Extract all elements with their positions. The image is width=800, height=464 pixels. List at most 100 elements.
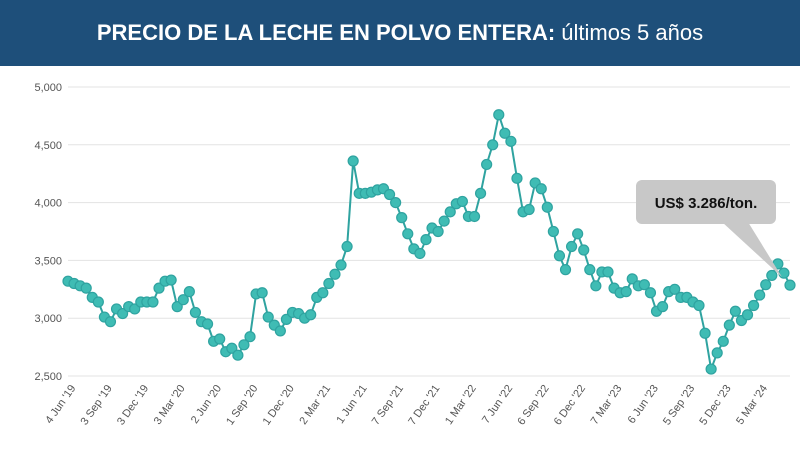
price-callout: US$ 3.286/ton. <box>636 180 782 278</box>
x-tick-label: 3 Dec '19 <box>115 383 151 428</box>
data-point <box>104 316 117 328</box>
data-point <box>329 268 341 280</box>
data-point <box>323 277 335 290</box>
data-point <box>256 287 268 299</box>
callout-box <box>636 180 776 224</box>
data-point <box>644 287 657 299</box>
data-point <box>741 309 754 321</box>
x-tick-label: 1 Jun '21 <box>334 383 369 426</box>
data-point <box>280 313 293 325</box>
data-point <box>474 187 487 199</box>
x-tick-label: 5 Dec '23 <box>697 383 733 428</box>
data-point <box>481 158 493 171</box>
data-point <box>669 283 681 295</box>
data-point <box>747 299 760 312</box>
data-point <box>729 305 741 317</box>
data-point <box>626 273 638 285</box>
data-point <box>493 109 505 121</box>
data-point <box>511 172 523 184</box>
data-point <box>778 267 790 279</box>
y-tick-label: 5,000 <box>34 82 62 94</box>
data-point <box>420 233 432 246</box>
data-point <box>638 279 650 291</box>
y-tick-label: 3,500 <box>34 255 62 267</box>
data-point <box>487 139 499 151</box>
data-point <box>541 201 553 213</box>
y-tick-label: 4,000 <box>34 198 62 210</box>
data-point <box>705 363 717 375</box>
data-point <box>396 212 408 224</box>
data-point <box>201 318 214 330</box>
data-point <box>468 210 481 223</box>
callout-label: US$ 3.286/ton. <box>655 195 758 212</box>
data-point <box>129 303 141 315</box>
data-point <box>341 240 353 253</box>
callout-pointer <box>722 222 782 278</box>
y-tick-label: 3,000 <box>34 313 62 325</box>
data-point <box>565 240 578 253</box>
data-point <box>147 296 159 308</box>
data-point <box>523 203 535 216</box>
data-point <box>414 247 426 260</box>
price-series <box>62 109 796 375</box>
x-tick-label: 6 Jun '23 <box>626 383 661 426</box>
data-point <box>347 155 359 167</box>
x-tick-label: 7 Mar '23 <box>589 383 625 427</box>
x-tick-label: 1 Dec '20 <box>261 383 297 428</box>
data-point <box>602 266 614 278</box>
data-point <box>232 349 244 361</box>
data-point <box>80 282 92 294</box>
data-point <box>189 306 202 319</box>
data-point <box>505 135 517 147</box>
data-point <box>432 225 444 238</box>
data-point <box>723 319 735 331</box>
y-tick-label: 2,500 <box>34 371 62 383</box>
data-point <box>262 311 274 323</box>
data-point <box>438 215 450 227</box>
data-point <box>760 279 772 291</box>
y-axis: 2,500 3,000 3,500 4,000 4,500 5,000 <box>34 82 62 383</box>
x-tick-label: 6 Sep '22 <box>515 383 551 428</box>
data-point <box>183 286 195 298</box>
data-point <box>590 280 602 292</box>
data-point <box>553 250 566 262</box>
chart-title-subtitle: últimos 5 años <box>561 20 704 45</box>
data-point <box>620 286 632 298</box>
data-point <box>656 301 669 313</box>
x-tick-label: 7 Jun '22 <box>480 383 515 426</box>
data-point <box>693 299 705 312</box>
data-point <box>226 342 238 354</box>
chart-area: 2,500 3,000 3,500 4,000 4,500 5,000 4 Jun '19… <box>0 66 800 459</box>
chart-title-bold: PRECIO DE LA LECHE EN POLVO ENTERA: <box>96 20 556 45</box>
x-tick-label: 3 Mar '20 <box>152 383 188 427</box>
data-point <box>766 269 778 282</box>
y-tick-label: 4,500 <box>34 140 62 152</box>
gridlines <box>68 86 790 377</box>
data-point <box>784 279 796 291</box>
x-tick-label: 1 Sep '20 <box>224 383 260 428</box>
data-point <box>572 228 584 240</box>
data-point <box>578 244 590 256</box>
data-point <box>317 287 329 299</box>
data-point <box>547 225 559 238</box>
data-point <box>238 339 250 351</box>
x-tick-label: 2 Jun '20 <box>189 383 224 426</box>
data-point <box>335 259 347 271</box>
data-point <box>499 127 511 139</box>
x-tick-label: 7 Sep '21 <box>370 383 406 428</box>
data-point <box>711 347 723 359</box>
data-point <box>274 325 286 337</box>
x-tick-label: 5 Mar '24 <box>734 383 770 427</box>
chart-header: PRECIO DE LA LECHE EN POLVO ENTERA: últi… <box>0 0 800 66</box>
data-point <box>717 335 729 347</box>
data-point <box>754 289 766 301</box>
line-chart: 2,500 3,000 3,500 4,000 4,500 5,000 4 Jun '19… <box>34 82 796 428</box>
data-point <box>214 333 226 345</box>
x-tick-label: 4 Jun '19 <box>43 383 78 426</box>
x-tick-label: 7 Dec '21 <box>406 383 442 428</box>
data-point <box>456 195 468 208</box>
data-point <box>402 228 414 240</box>
data-point <box>444 206 456 218</box>
data-point <box>92 296 104 308</box>
data-point <box>535 183 547 195</box>
